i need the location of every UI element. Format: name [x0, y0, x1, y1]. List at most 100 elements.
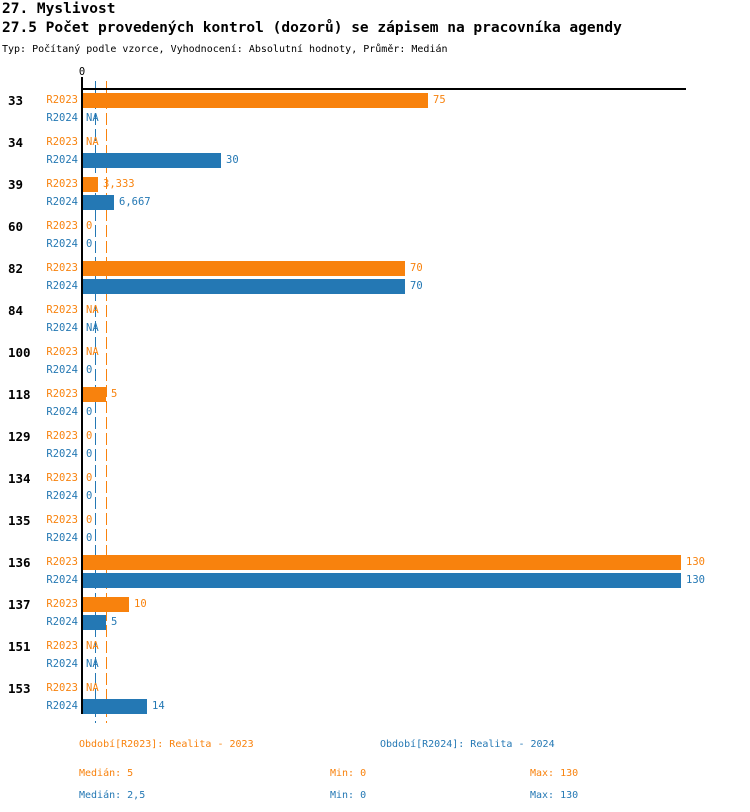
series-label-r2024: R2024 — [46, 616, 78, 628]
value-label: 14 — [152, 700, 165, 712]
value-label: 5 — [111, 388, 118, 400]
series-label-r2024: R2024 — [46, 406, 78, 418]
series-label-r2023: R2023 — [46, 682, 78, 694]
value-label: 30 — [226, 154, 239, 166]
page-title: 27. Myslivost — [2, 1, 116, 17]
series-label-r2024: R2024 — [46, 280, 78, 292]
bar-r2024 — [83, 573, 681, 588]
series-label-r2023: R2023 — [46, 178, 78, 190]
value-label: NA — [86, 640, 99, 652]
category-label: 136 — [8, 555, 31, 570]
value-label: 0 — [86, 490, 93, 502]
bar-r2024 — [83, 615, 106, 630]
value-label: NA — [86, 112, 99, 124]
bar-r2024 — [83, 699, 147, 714]
value-label: 3,333 — [103, 178, 135, 190]
value-label: 130 — [686, 556, 705, 568]
stat-min-r2024: Min: 0 — [330, 790, 367, 801]
series-label-r2023: R2023 — [46, 556, 78, 568]
stat-median-r2023: Medián: 5 — [79, 768, 134, 779]
series-label-r2024: R2024 — [46, 154, 78, 166]
value-label: NA — [86, 304, 99, 316]
median-line-r2023 — [106, 81, 107, 723]
series-label-r2023: R2023 — [46, 262, 78, 274]
value-label: 0 — [86, 406, 93, 418]
bar-r2023 — [83, 261, 405, 276]
category-label: 129 — [8, 429, 31, 444]
value-label: NA — [86, 346, 99, 358]
series-label-r2023: R2023 — [46, 472, 78, 484]
value-label: 0 — [86, 430, 93, 442]
series-label-r2024: R2024 — [46, 112, 78, 124]
series-label-r2023: R2023 — [46, 598, 78, 610]
series-label-r2023: R2023 — [46, 220, 78, 232]
value-label: NA — [86, 136, 99, 148]
category-label: 39 — [8, 177, 24, 192]
value-label: 70 — [410, 280, 423, 292]
bar-r2024 — [83, 279, 405, 294]
bar-r2023 — [83, 597, 129, 612]
series-label-r2023: R2023 — [46, 514, 78, 526]
series-label-r2024: R2024 — [46, 322, 78, 334]
bar-r2024 — [83, 153, 221, 168]
category-label: 137 — [8, 597, 31, 612]
y-axis-line — [81, 88, 83, 714]
value-label: 0 — [86, 448, 93, 460]
series-label-r2023: R2023 — [46, 640, 78, 652]
series-label-r2023: R2023 — [46, 430, 78, 442]
category-label: 135 — [8, 513, 31, 528]
series-label-r2023: R2023 — [46, 94, 78, 106]
category-label: 34 — [8, 135, 24, 150]
value-label: 0 — [86, 472, 93, 484]
series-label-r2024: R2024 — [46, 700, 78, 712]
stat-min-r2023: Min: 0 — [330, 768, 367, 779]
x-axis-zero-tick — [81, 77, 83, 88]
value-label: 5 — [111, 616, 118, 628]
value-label: 0 — [86, 238, 93, 250]
series-label-r2024: R2024 — [46, 196, 78, 208]
value-label: 130 — [686, 574, 705, 586]
series-label-r2024: R2024 — [46, 658, 78, 670]
series-label-r2024: R2024 — [46, 490, 78, 502]
category-label: 118 — [8, 387, 31, 402]
series-label-r2023: R2023 — [46, 304, 78, 316]
value-label: 70 — [410, 262, 423, 274]
value-label: 0 — [86, 364, 93, 376]
chart-title: 27.5 Počet provedených kontrol (dozorů) … — [2, 20, 622, 36]
bar-r2023 — [83, 93, 428, 108]
category-label: 134 — [8, 471, 31, 486]
stat-median-r2024: Medián: 2,5 — [79, 790, 146, 801]
category-label: 151 — [8, 639, 31, 654]
series-label-r2024: R2024 — [46, 574, 78, 586]
bar-r2024 — [83, 195, 114, 210]
category-label: 33 — [8, 93, 24, 108]
category-label: 60 — [8, 219, 24, 234]
bar-r2023 — [83, 177, 98, 192]
value-label: NA — [86, 682, 99, 694]
category-label: 84 — [8, 303, 24, 318]
series-label-r2024: R2024 — [46, 448, 78, 460]
bar-r2023 — [83, 387, 106, 402]
series-label-r2023: R2023 — [46, 136, 78, 148]
value-label: 0 — [86, 514, 93, 526]
value-label: 0 — [86, 220, 93, 232]
value-label: 6,667 — [119, 196, 151, 208]
value-label: NA — [86, 322, 99, 334]
series-label-r2024: R2024 — [46, 364, 78, 376]
bar-r2023 — [83, 555, 681, 570]
value-label: NA — [86, 658, 99, 670]
series-label-r2024: R2024 — [46, 238, 78, 250]
series-label-r2024: R2024 — [46, 532, 78, 544]
value-label: 0 — [86, 532, 93, 544]
stat-max-r2024: Max: 130 — [530, 790, 579, 801]
stat-max-r2023: Max: 130 — [530, 768, 579, 779]
category-label: 82 — [8, 261, 24, 276]
x-axis-line — [82, 88, 686, 90]
legend-label-r2024: Období[R2024]: Realita - 2024 — [380, 739, 555, 750]
category-label: 153 — [8, 681, 31, 696]
series-label-r2023: R2023 — [46, 346, 78, 358]
value-label: 10 — [134, 598, 147, 610]
value-label: 75 — [433, 94, 446, 106]
x-axis-zero-label: 0 — [78, 66, 86, 78]
